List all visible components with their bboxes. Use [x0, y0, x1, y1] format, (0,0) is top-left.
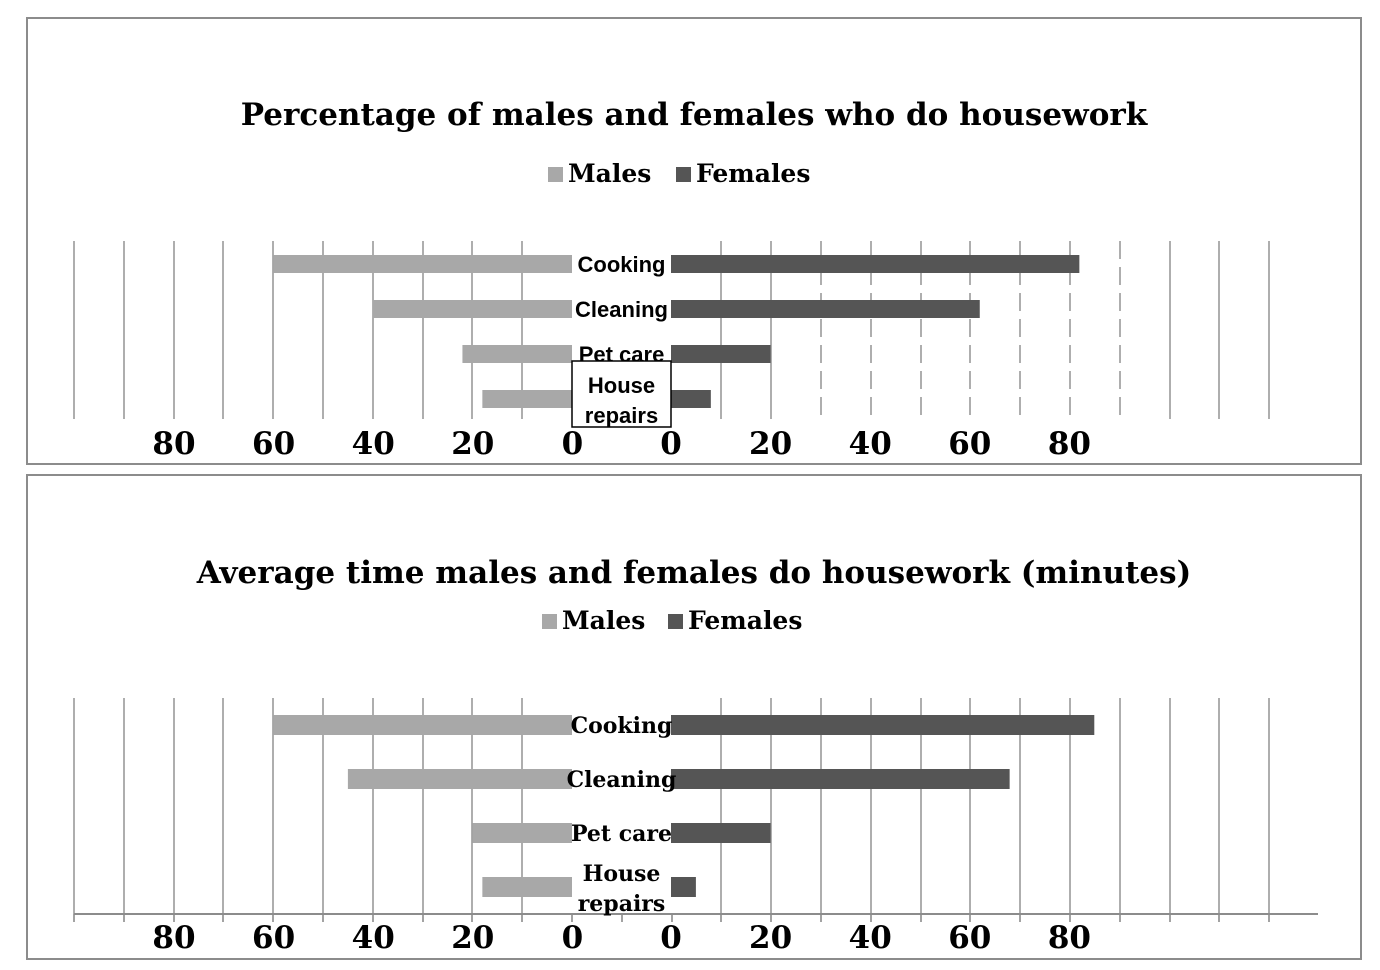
tick-label-right: 20: [749, 426, 792, 462]
bar-males: [482, 877, 572, 897]
tick-label-right: 0: [660, 920, 682, 956]
tick-label-right: 20: [749, 920, 792, 956]
tick-label-left: 0: [562, 426, 584, 462]
bar-females: [671, 345, 771, 363]
bar-females: [671, 769, 1010, 789]
bar-males: [273, 715, 572, 735]
legend-males-swatch: [542, 614, 557, 629]
tick-label-left: 80: [152, 920, 195, 956]
bar-females: [671, 390, 711, 408]
category-label-box: [571, 360, 672, 428]
tick-label-left: 60: [252, 426, 295, 462]
bar-males: [347, 769, 572, 789]
bar-males: [472, 823, 572, 843]
tick-label-right: 60: [948, 920, 991, 956]
bar-females: [671, 715, 1095, 735]
tick-label-right: 80: [1048, 920, 1091, 956]
category-label: repairs: [578, 891, 666, 917]
housework-percentage-chart: Percentage of males and females who do h…: [73, 97, 1270, 462]
tick-label-left: 60: [252, 920, 295, 956]
housework-percentage-chart-panel: Percentage of males and females who do h…: [26, 17, 1362, 465]
legend-females-swatch: [668, 614, 683, 629]
category-label: House: [588, 373, 655, 398]
category-label: Pet care: [571, 821, 672, 847]
tick-label-right: 0: [660, 426, 682, 462]
category-label: Cleaning: [575, 297, 668, 322]
category-label: Cleaning: [567, 767, 677, 793]
tick-label-right: 80: [1048, 426, 1091, 462]
bar-females: [671, 300, 980, 318]
category-label: House: [583, 861, 661, 887]
tick-label-left: 20: [451, 426, 494, 462]
housework-time-chart-panel: Average time males and females do housew…: [26, 474, 1362, 960]
category-label: repairs: [585, 403, 658, 428]
tick-label-left: 40: [352, 920, 395, 956]
tick-label-right: 60: [948, 426, 991, 462]
bar-males: [462, 345, 572, 363]
bar-females: [671, 823, 771, 843]
legend-females-label: Females: [696, 159, 810, 188]
legend-males-label: Males: [562, 606, 645, 635]
legend-females-label: Females: [688, 606, 802, 635]
tick-label-right: 40: [849, 920, 892, 956]
chart-title: Percentage of males and females who do h…: [241, 97, 1149, 133]
bar-females: [671, 877, 696, 897]
tick-label-left: 80: [152, 426, 195, 462]
tick-label-left: 40: [352, 426, 395, 462]
tick-label-left: 20: [451, 920, 494, 956]
bar-females: [671, 255, 1080, 273]
legend-males-swatch: [548, 167, 563, 182]
tick-label-right: 40: [849, 426, 892, 462]
legend-females-swatch: [676, 167, 691, 182]
legend-males-label: Males: [568, 159, 651, 188]
category-label: Cooking: [571, 713, 673, 739]
chart-title: Average time males and females do housew…: [196, 555, 1192, 591]
tick-label-left: 0: [562, 920, 584, 956]
category-label: Cooking: [578, 252, 666, 277]
housework-time-chart: Average time males and females do housew…: [73, 555, 1318, 956]
bar-males: [482, 390, 572, 408]
bar-males: [273, 255, 572, 273]
bar-males: [372, 300, 572, 318]
